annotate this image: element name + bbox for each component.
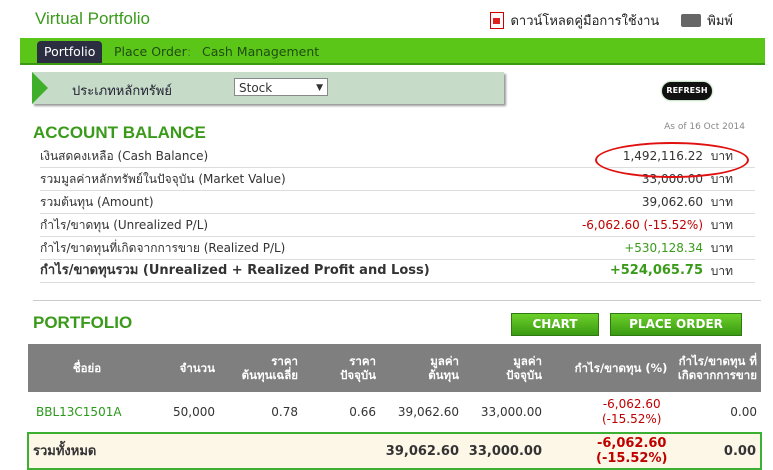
- highlight-circle: [595, 142, 749, 178]
- row-label: กำไร/ขาดทุนรวม (Unrealized + Realized Pr…: [40, 263, 430, 278]
- tab-cash-management[interactable]: Cash Management: [202, 44, 320, 59]
- total-realized: 0.00: [671, 432, 762, 470]
- total-pl-value: -6,062.60: [596, 436, 667, 451]
- chart-button[interactable]: CHART: [511, 313, 599, 336]
- table-header: ชื่อย่อ จำนวน ราคา ต้นทุนเฉลี่ย ราคา ปัจ…: [28, 344, 761, 392]
- chevron-down-icon: ▼: [316, 83, 323, 93]
- unit: บาท: [710, 218, 733, 232]
- col-avg-cost: ราคา ต้นทุนเฉลี่ย: [219, 344, 302, 392]
- col-cost-value: มูลค่า ต้นทุน: [380, 344, 463, 392]
- unit: บาท: [710, 195, 733, 209]
- pl-value: -6,062.60: [602, 397, 661, 411]
- refresh-button[interactable]: REFRESH: [662, 82, 712, 100]
- arrow-icon: [32, 72, 48, 104]
- price: 0.66: [349, 404, 376, 419]
- row-value: +524,065.75: [609, 263, 703, 278]
- account-balance-title: ACCOUNT BALANCE: [33, 123, 206, 142]
- unit: บาท: [710, 172, 733, 186]
- balance-row-market-value: รวมมูลค่าหลักทรัพย์ในปัจจุบัน (Market Va…: [40, 168, 755, 191]
- printer-icon: [681, 14, 702, 27]
- divider: [33, 300, 761, 301]
- realized: 0.00: [730, 404, 757, 419]
- select-value: Stock: [239, 81, 273, 95]
- symbol-link[interactable]: BBL13C1501A: [36, 404, 122, 419]
- row-label: รวมมูลค่าหลักทรัพย์ในปัจจุบัน (Market Va…: [40, 172, 286, 186]
- col-price: ราคา ปัจจุบัน: [302, 344, 380, 392]
- total-pl-pct: (-15.52%): [596, 451, 668, 466]
- portfolio-title: PORTFOLIO: [33, 313, 133, 332]
- download-manual-link[interactable]: ดาวน์โหลดคู่มือการใช้งาน: [510, 14, 660, 29]
- total-row: รวมทั้งหมด 39,062.60 33,000.00 -6,062.60…: [27, 432, 762, 470]
- top-links: ดาวน์โหลดคู่มือการใช้งาน พิมพ์: [490, 10, 733, 31]
- nav-bar: Portfolio Place Order : Cash Management: [20, 38, 765, 65]
- security-type-label: ประเภทหลักทรัพย์: [72, 84, 172, 99]
- pl-pct: (-15.52%): [601, 412, 662, 426]
- market-value: 33,000.00: [480, 404, 542, 419]
- avg-cost: 0.78: [271, 404, 298, 419]
- col-qty: จำนวน: [146, 344, 219, 392]
- row-value: -6,062.60 (-15.52%): [581, 218, 703, 232]
- pdf-icon: [490, 12, 505, 29]
- total-cost-value: 39,062.60: [380, 432, 463, 470]
- print-link[interactable]: พิมพ์: [707, 14, 733, 29]
- page-title: Virtual Portfolio: [35, 9, 150, 28]
- col-realized: กำไร/ขาดทุน ที่ เกิดจากการขาย: [671, 344, 761, 392]
- tab-separator: :: [187, 44, 192, 59]
- pl: -6,062.60 (-15.52%): [546, 392, 671, 433]
- row-value: 39,062.60: [641, 195, 703, 209]
- row-label: กำไร/ขาดทุนที่เกิดจากการขาย (Realized P/…: [40, 241, 286, 255]
- row-label: รวมต้นทุน (Amount): [40, 195, 154, 209]
- unit: บาท: [710, 241, 733, 255]
- table-row: BBL13C1501A 50,000 0.78 0.66 39,062.60 3…: [28, 392, 761, 433]
- total-pl: -6,062.60 (-15.52%): [546, 432, 672, 470]
- as-of-date: As of 16 Oct 2014: [664, 122, 745, 132]
- balance-row-unrealized: กำไร/ขาดทุน (Unrealized P/L) -6,062.60 (-…: [40, 214, 755, 237]
- col-market-value: มูลค่า ปัจจุบัน: [463, 344, 546, 392]
- total-label: รวมทั้งหมด: [27, 432, 146, 470]
- balance-row-realized: กำไร/ขาดทุนที่เกิดจากการขาย (Realized P/…: [40, 237, 755, 260]
- row-value: +530,128.34: [624, 241, 703, 255]
- security-type-select[interactable]: Stock ▼: [234, 78, 328, 96]
- security-type-filter: ประเภทหลักทรัพย์ Stock ▼: [32, 72, 504, 104]
- col-symbol: ชื่อย่อ: [28, 344, 146, 392]
- unit: บาท: [710, 264, 733, 278]
- place-order-button[interactable]: PLACE ORDER: [610, 313, 742, 336]
- balance-row-total-pl: กำไร/ขาดทุนรวม (Unrealized + Realized Pr…: [40, 260, 755, 283]
- total-market-value: 33,000.00: [463, 432, 546, 470]
- col-pl: กำไร/ขาดทุน (%): [546, 344, 672, 392]
- tab-place-order[interactable]: Place Order: [114, 44, 187, 59]
- qty: 50,000: [173, 404, 215, 419]
- tab-portfolio[interactable]: Portfolio: [37, 41, 103, 63]
- row-label: กำไร/ขาดทุน (Unrealized P/L): [40, 218, 209, 232]
- row-label: เงินสดคงเหลือ (Cash Balance): [40, 149, 209, 163]
- balance-row-amount: รวมต้นทุน (Amount) 39,062.60 บาท: [40, 191, 755, 214]
- cost-value: 39,062.60: [397, 404, 459, 419]
- portfolio-table: ชื่อย่อ จำนวน ราคา ต้นทุนเฉลี่ย ราคา ปัจ…: [27, 344, 762, 470]
